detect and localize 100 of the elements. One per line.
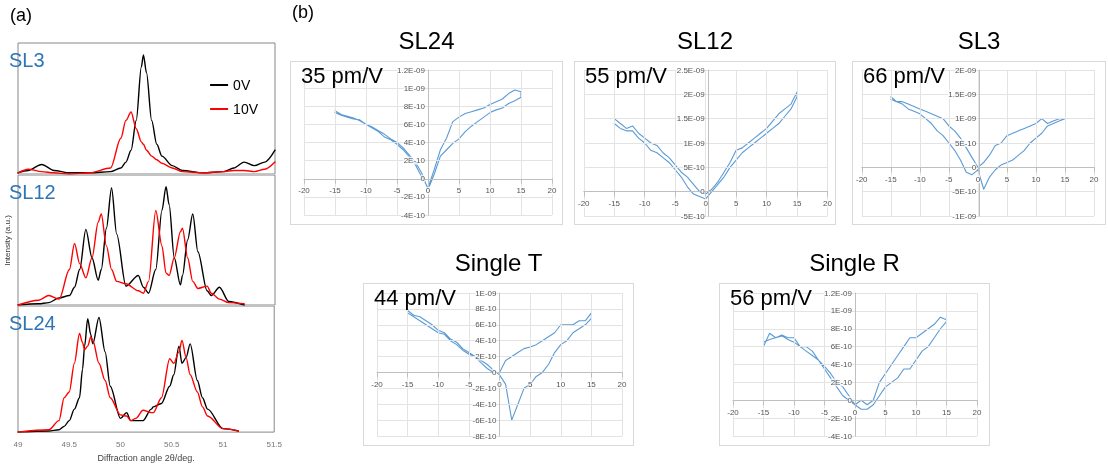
x-tick-label: 10 (1031, 174, 1041, 184)
x-tick-label: 51.5 (266, 439, 283, 449)
y-tick-label: 1E-09 (403, 83, 426, 93)
y-tick-label: 6E-10 (475, 320, 498, 330)
x-tick-label: 15 (516, 186, 526, 196)
x-axis-title: Diffraction angle 2θ/deg. (97, 452, 195, 463)
x-tick-label: -10 (914, 174, 927, 184)
y-tick-label: -2E-10 (827, 413, 853, 423)
y-tick-label: 5E-10 (954, 138, 977, 148)
y-tick-label: 2E-10 (475, 352, 498, 362)
y-tick-label: 4E-10 (475, 336, 498, 346)
y-tick-label: -4E-10 (472, 399, 498, 409)
x-tick-label: 10 (485, 186, 495, 196)
x-tick-label: -10 (360, 186, 373, 196)
x-tick-label: 20 (972, 407, 982, 417)
chart-title: SL12 (9, 181, 56, 203)
x-tick-label: -10 (638, 199, 652, 209)
y-tick-label: 1.5E-09 (676, 114, 706, 124)
y-tick-label: -4E-10 (827, 431, 853, 441)
x-tick-label: -20 (727, 407, 740, 417)
x-tick-label: 49.5 (61, 439, 78, 449)
x-tick-label: 15 (1060, 174, 1070, 184)
x-tick-label: -5 (465, 379, 473, 389)
y-tick-label: 1E-09 (954, 114, 977, 124)
x-tick-label: -5 (820, 407, 829, 417)
y-tick-label: -2E-10 (472, 383, 498, 393)
y-tick-label: 2.5E-09 (676, 65, 706, 75)
chart-title: SL3 (956, 25, 1002, 56)
x-tick-label: -15 (608, 199, 621, 209)
annotation: 56 pm/V (730, 284, 813, 310)
y-tick-label: 2E-10 (403, 156, 426, 166)
x-tick-label: 5 (883, 407, 889, 417)
x-tick-label: 51 (218, 439, 228, 449)
y-tick-label: 4E-10 (403, 138, 426, 147)
y-tick-label: 6E-10 (403, 119, 426, 129)
chart-title: Single T (453, 247, 544, 278)
x-tick-label: -5 (393, 186, 402, 196)
text: (a) (10, 5, 32, 25)
legend-label: 10V (233, 101, 259, 117)
x-tick-label: 10 (911, 407, 921, 417)
chart-title: SL24 (9, 312, 56, 334)
y-tick-label: -8E-10 (472, 431, 498, 441)
x-tick-label: 5 (456, 186, 462, 196)
x-tick-label: 10 (556, 379, 566, 389)
x-tick-label: -10 (432, 379, 445, 389)
x-tick-label: -20 (371, 379, 384, 389)
y-tick-label: 2E-09 (954, 65, 977, 75)
x-tick-label: -15 (401, 379, 414, 389)
legend-label: 0V (233, 77, 251, 93)
line-series (762, 316, 948, 410)
y-tick-label: 5E-10 (683, 162, 706, 172)
y-tick-label: 2E-10 (830, 377, 853, 387)
x-tick-label: 15 (792, 199, 803, 209)
y-axis-title: Intensity (a.u.) (2, 214, 12, 266)
chart-title: Single R (808, 247, 901, 278)
x-tick-label: -20 (298, 186, 311, 196)
y-tick-label: 8E-10 (830, 324, 853, 334)
x-tick-label: -15 (757, 407, 770, 417)
x-tick-label: -10 (788, 407, 801, 417)
y-tick-label: 1E-09 (830, 306, 853, 316)
y-tick-label: 1.2E-09 (396, 65, 426, 75)
x-tick-label: 50.5 (163, 439, 181, 449)
y-tick-label: -2E-10 (400, 192, 426, 202)
chart-title: SL24 (398, 26, 455, 54)
x-tick-label: 15 (942, 407, 952, 417)
x-tick-label: 49 (13, 439, 23, 449)
x-tick-label: -15 (329, 186, 342, 196)
y-tick-label: 1.5E-09 (948, 89, 977, 99)
y-tick-label: -5E-10 (952, 187, 977, 197)
annotation: 44 pm/V (374, 284, 457, 310)
y-tick-label: 0 (971, 162, 977, 172)
x-tick-label: -15 (885, 174, 898, 184)
x-tick-label: 10 (762, 199, 772, 209)
y-tick-label: 1E-09 (683, 138, 706, 148)
y-tick-label: 8E-10 (403, 101, 426, 111)
y-tick-label: 4E-10 (830, 360, 853, 369)
annotation: 55 pm/V (585, 62, 668, 88)
y-tick-label: -4E-10 (400, 210, 426, 220)
y-tick-label: 2E-09 (683, 89, 706, 99)
x-tick-label: 5 (1004, 174, 1010, 184)
x-tick-label: 15 (586, 379, 597, 389)
text: (b) (292, 2, 314, 23)
y-tick-label: -5E-10 (680, 211, 706, 221)
x-tick-label: 50 (116, 439, 126, 449)
x-tick-label: -5 (671, 199, 680, 209)
y-tick-label: 1E-09 (475, 288, 498, 298)
x-tick-label: -20 (578, 199, 591, 209)
x-tick-label: 20 (823, 199, 833, 209)
annotation: 66 pm/V (863, 62, 946, 88)
x-tick-label: 5 (733, 199, 739, 209)
y-tick-label: 1.2E-09 (823, 288, 853, 298)
x-tick-label: 20 (1089, 174, 1099, 184)
x-tick-label: -20 (856, 174, 869, 184)
y-tick-label: 8E-10 (475, 304, 498, 314)
chart-title: SL3 (9, 49, 45, 71)
y-tick-label: -6E-10 (472, 415, 498, 425)
y-tick-label: 6E-10 (830, 342, 853, 352)
x-tick-label: 20 (547, 186, 557, 196)
x-tick-label: -5 (945, 174, 953, 184)
annotation: 35 pm/V (301, 62, 384, 88)
